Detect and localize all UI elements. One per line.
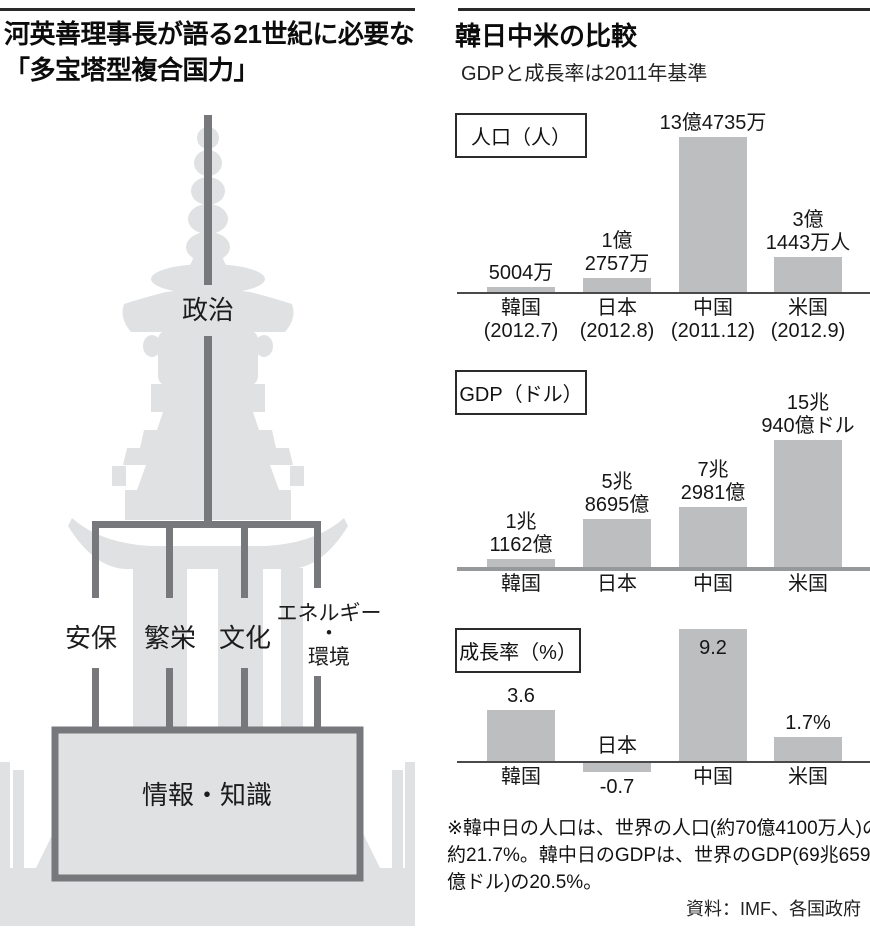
category-label-china: 中国 (2011.12) [670,297,756,342]
chart-title-box: 成長率（%） [455,628,581,673]
bar-japan [583,519,651,569]
pagoda-connector-lines [92,115,321,734]
chart-title: GDP（ドル） [459,384,583,406]
comparison-title: 韓日中米の比較 [455,21,638,51]
bar-japan [583,762,651,772]
chart-title-box: GDP（ドル） [455,370,587,415]
pagoda-base-label: 情報・知識 [142,780,272,810]
category-label-usa: 米国 [788,766,828,788]
category-label-japan: 日本 (2012.8) [579,297,655,342]
value-label-china: 7兆 2981億 [680,459,746,504]
footnote-line1: ※韓中日の人口は、世界の人口(約70億4100万人)の [447,818,870,839]
population-chart: 人口（人） 5004万韓国 (2012.7) 1億 2757万 日本 (2012.8) 13… [448,105,870,355]
category-label-japan: 日本 [597,735,637,757]
pillar-label-energy-line2: ・ [319,622,340,645]
category-label-usa: 米国 (2012.9) [770,297,846,342]
plot-area: 3.6 韓国 -0.7 日本 9.2 中国 1.7% 米国 [448,620,870,815]
category-label-japan: 日本 [597,573,637,595]
bar-china [679,137,747,293]
value-label-japan: -0.7 [599,776,635,798]
value-label-usa: 15兆 940億ドル [761,392,855,437]
value-label-usa: 3億 1443万人 [765,209,851,254]
value-label-usa: 1.7% [785,712,831,734]
bar-china [679,629,747,762]
data-source: 資料：IMF、各国政府 [686,899,861,919]
bar-china [679,507,747,569]
left-section-title: 河英善理事長が語る21世紀に必要な 「多宝塔型複合国力」 [4,16,415,88]
bar-korea [487,559,555,569]
pagoda-diagram: 政治 安保 繁栄 文化 エネルギー ・ 環境 情報・知識 [0,115,415,926]
left-title-line1: 河英善理事長が語る21世紀に必要な [4,19,415,49]
value-label-korea: 5004万 [488,262,554,284]
category-label-korea: 韓国 [501,766,541,788]
growth-rate-chart: 成長率（%） 3.6 韓国 -0.7 日本 9.2 中国 1.7% 米国 [448,620,870,815]
plot-area: 5004万韓国 (2012.7) 1億 2757万 日本 (2012.8) 13億4735万… [448,105,870,355]
category-label-usa: 米国 [788,573,828,595]
comparison-subtitle: GDPと成長率は2011年基準 [461,63,708,85]
x-axis [457,292,870,294]
chart-title: 成長率（%） [459,642,577,664]
bar-usa [774,440,842,569]
left-header-rule [0,8,415,11]
bar-usa [774,257,842,293]
right-header-rule [458,8,870,11]
pillar-label-energy-line3: 環境 [308,646,350,669]
pillar-label-energy-line1: エネルギー [277,602,382,625]
category-label-korea: 韓国 (2012.7) [483,297,559,342]
bar-korea [487,710,555,762]
x-axis [457,761,870,763]
left-title-line2: 「多宝塔型複合国力」 [4,55,260,85]
bar-usa [774,737,842,762]
pillar-label-prosperity: 繁栄 [144,623,196,653]
category-label-china: 中国 [693,766,733,788]
bar-korea [487,287,555,293]
plot-area: 1兆 1162億韓国 5兆 8695億日本 7兆 2981億中国 15兆 940億ドル米国 [448,360,870,610]
footnote: ※韓中日の人口は、世界の人口(約70億4100万人)の 約21.7%。韓中日のG… [447,815,870,896]
value-label-japan: 1億 2757万 [584,230,650,275]
bar-japan [583,278,651,293]
category-label-china: 中国 [693,573,733,595]
gdp-chart: GDP（ドル） 1兆 1162億韓国 5兆 8695億日本 7兆 2981億中国 15兆 94… [448,360,870,610]
footnote-line3: 億ドル)の20.5%。 [447,872,603,893]
category-label-korea: 韓国 [501,573,541,595]
chart-title: 人口（人） [471,127,571,149]
value-label-japan: 5兆 8695億 [584,471,650,516]
pillar-label-culture: 文化 [219,623,271,653]
chart-title-box: 人口（人） [455,113,587,158]
value-label-korea: 1兆 1162億 [489,511,553,556]
pagoda-top-label: 政治 [182,295,234,325]
x-axis [457,567,870,571]
pillar-label-security: 安保 [65,623,117,653]
value-label-china: 9.2 [699,637,727,659]
knowledge-base-box [51,726,364,882]
value-label-china: 13億4735万 [659,112,767,134]
value-label-korea: 3.6 [507,685,535,707]
footnote-line2: 約21.7%。韓中日のGDPは、世界のGDP(69兆6596 [447,845,870,866]
